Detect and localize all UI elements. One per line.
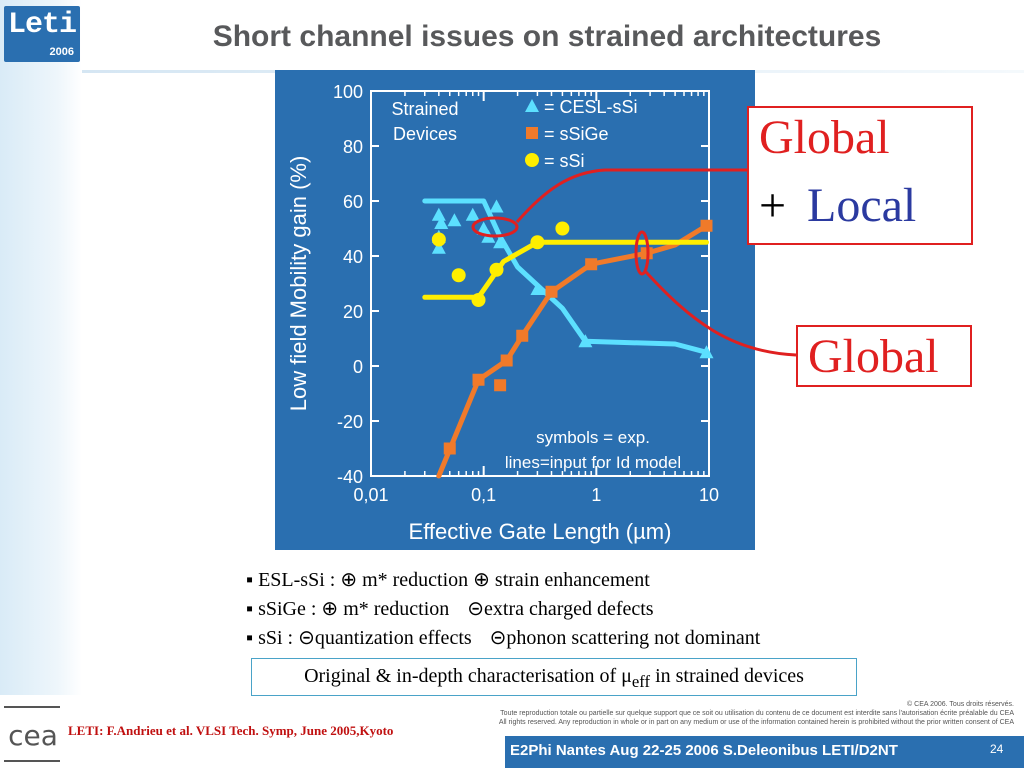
bullet-text: ▪ ESL-sSi : ⊕ m* reduction ⊕ strain enha… <box>246 569 650 591</box>
cea-divider-top <box>4 706 60 708</box>
callout-plus: + <box>759 179 787 232</box>
data-point-sSiGe <box>545 285 558 298</box>
data-point-CESL-sSi <box>465 207 480 221</box>
y-tick-label: 20 <box>343 302 363 322</box>
callout-global-local: Global + Local <box>747 106 973 245</box>
legend-marker-= sSi <box>525 153 539 167</box>
data-point-sSiGe <box>472 373 485 386</box>
x-tick-label: 10 <box>699 485 719 505</box>
slide-title: Short channel issues on strained archite… <box>212 20 882 53</box>
data-point-CESL-sSi <box>476 221 491 235</box>
bullet-item: ▪ sSi : ⊝quantization effects ⊝phonon sca… <box>246 624 760 653</box>
x-tick-label: 0,1 <box>471 485 496 505</box>
data-point-CESL-sSi <box>489 199 504 213</box>
bullet-list: ▪ ESL-sSi : ⊕ m* reduction ⊕ strain enha… <box>246 566 760 653</box>
chart-background <box>275 70 755 550</box>
y-tick-label: 40 <box>343 247 363 267</box>
data-point-sSiGe <box>585 258 598 271</box>
bullet-item: ▪ sSiGe : ⊕ m* reduction ⊝extra charged d… <box>246 595 760 624</box>
data-point-sSi <box>555 221 570 236</box>
chart-annotation: lines=input for Id model <box>505 453 681 472</box>
bullet-text-secondary: ⊝phonon scattering not dominant <box>489 627 761 649</box>
data-point-sSi <box>489 262 504 277</box>
bullet-text: ▪ sSi : ⊝quantization effects <box>246 627 472 649</box>
connector-global <box>644 270 797 357</box>
y-tick-label: 0 <box>353 357 363 377</box>
logo-year: 2006 <box>49 46 74 58</box>
data-point-sSi <box>451 268 466 283</box>
data-point-sSiGe <box>443 442 456 455</box>
data-point-CESL-sSi <box>493 235 508 249</box>
y-tick-label: -20 <box>337 412 363 432</box>
footer-bar <box>505 736 1024 768</box>
x-axis-label: Effective Gate Length (µm) <box>409 519 672 544</box>
sidebar-gradient <box>0 0 82 695</box>
data-point-CESL-sSi <box>434 216 449 229</box>
data-point-CESL-sSi <box>431 207 446 221</box>
leti-logo: Leti 2006 <box>4 6 80 62</box>
bullet-text-secondary: ⊝extra charged defects <box>467 598 654 620</box>
data-point-CESL-sSi <box>578 334 593 348</box>
data-point-CESL-sSi <box>699 345 714 359</box>
legend-label: = sSi <box>544 151 585 171</box>
mobility-chart: 100 80 60 40 20 0 -20 -400,01 0,1 1 10 Effective Ga… <box>275 70 755 550</box>
cea-divider-bottom <box>4 760 60 762</box>
callout-global: Global <box>796 325 972 387</box>
reference-citation: LETI: F.Andrieu et al. VLSI Tech. Symp, … <box>68 723 394 738</box>
callout-word-global-2: Global <box>808 330 939 383</box>
data-point-sSiGe <box>516 329 529 342</box>
data-point-sSiGe <box>700 219 713 232</box>
chart-annotation: symbols = exp. <box>536 428 650 447</box>
x-tick-label: 1 <box>591 485 601 505</box>
logo-text: Leti <box>7 8 77 42</box>
data-point-CESL-sSi <box>530 282 545 295</box>
legend-title: Devices <box>393 124 457 144</box>
data-point-sSi <box>431 232 446 247</box>
summary-subscript: eff <box>631 672 651 691</box>
x-tick-label: 0,01 <box>353 485 388 505</box>
copyright-notice: © CEA 2006. Tous droits réservés. Toute … <box>454 700 1014 727</box>
summary-box: Original & in-depth characterisation of … <box>251 658 857 696</box>
data-point-sSiGe <box>500 354 513 367</box>
series-line-sSi <box>422 239 709 300</box>
y-tick-label: 100 <box>333 82 363 102</box>
summary-text: Original & in-depth characterisation of … <box>252 665 856 692</box>
y-axis-label: Low field Mobility gain (%) <box>286 156 311 412</box>
cea-logo: cea <box>8 719 58 752</box>
data-point-sSi <box>530 235 545 250</box>
footer-text: E2Phi Nantes Aug 22-25 2006 S.Deleonibus… <box>510 742 898 759</box>
copyright-line: Toute reproduction totale ou partielle s… <box>500 710 1014 717</box>
legend-marker-= CESL-sSi <box>525 99 539 112</box>
legend-label: = sSiGe <box>544 124 609 144</box>
bullet-text: ▪ sSiGe : ⊕ m* reduction <box>246 598 450 620</box>
plot-frame <box>370 90 710 477</box>
summary-prefix: Original & in-depth characterisation of … <box>304 665 632 687</box>
highlight-ellipse-right <box>634 230 650 276</box>
copyright-line: All rights reserved. Any reproduction in… <box>498 719 1014 726</box>
copyright-line: © CEA 2006. Tous droits réservés. <box>907 701 1014 708</box>
bullet-item: ▪ ESL-sSi : ⊕ m* reduction ⊕ strain enha… <box>246 566 760 595</box>
callout-word-global: Global <box>759 111 890 164</box>
highlight-ellipse-left <box>471 216 519 238</box>
legend-marker-= sSiGe <box>526 127 538 139</box>
connector-global-local <box>515 168 747 223</box>
chart-panel: 100 80 60 40 20 0 -20 -40 0,01 0,1 1 10 Effective Ga… <box>275 70 755 550</box>
y-tick-label: -40 <box>337 467 363 487</box>
legend-label: = CESL-sSi <box>544 97 638 117</box>
legend-title: Strained <box>391 99 458 119</box>
data-point-CESL-sSi <box>431 240 446 254</box>
callout-word-local: Local <box>807 179 917 232</box>
data-point-CESL-sSi <box>447 213 462 227</box>
y-tick-label: 60 <box>343 192 363 212</box>
cea-logo-text: cea <box>8 719 58 752</box>
page-number: 24 <box>990 742 1004 756</box>
summary-suffix: in strained devices <box>650 665 804 687</box>
data-point-sSiGe <box>494 379 507 392</box>
data-point-sSi <box>471 293 486 307</box>
y-tick-label: 80 <box>343 137 363 157</box>
